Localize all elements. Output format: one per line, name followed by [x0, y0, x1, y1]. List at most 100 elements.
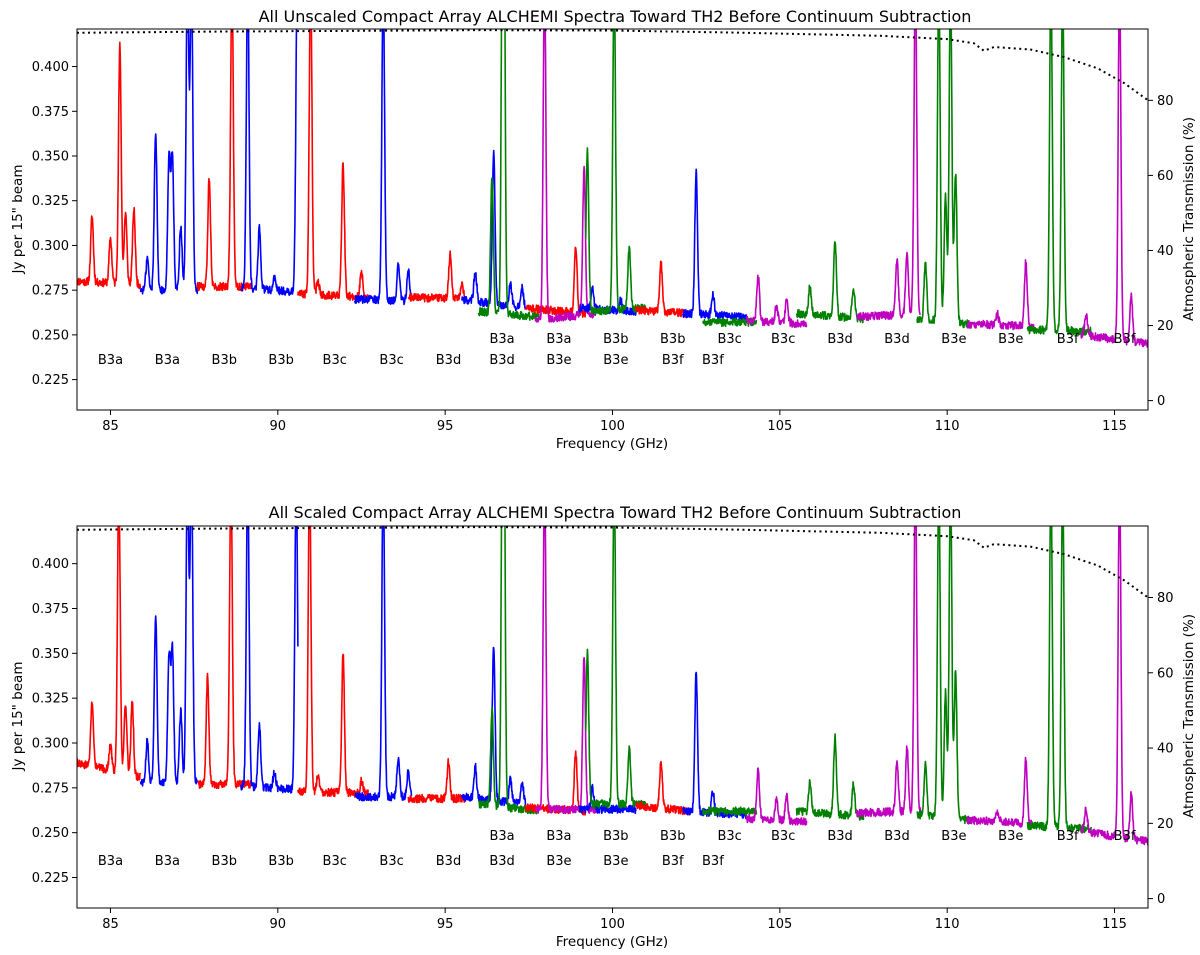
x-tick-label: 110 [935, 419, 960, 434]
spectrum-segment-green [477, 526, 540, 815]
setup-label-lower: B3e [546, 353, 571, 368]
spectrum-segment-red [297, 526, 369, 798]
spectrum-segment-magenta [856, 29, 922, 322]
spectrum-segment-red [524, 246, 587, 319]
setup-label-lower: B3d [436, 854, 461, 869]
x-axis-label: Frequency (GHz) [556, 436, 668, 452]
y-tick-label: 0.250 [32, 328, 69, 343]
setup-label-lower: B3a [155, 854, 180, 869]
spectrum-segment-red [524, 750, 587, 816]
spectrum-segment-green [584, 29, 647, 316]
spectrum-segment-blue [461, 149, 527, 312]
setup-label-upper: B3b [660, 829, 685, 844]
plot-area [77, 526, 1148, 846]
setup-label-upper: B3e [941, 332, 966, 347]
setup-label-upper: B3b [603, 332, 628, 347]
y-tick-label: 0.275 [32, 781, 69, 796]
y-tick-label: 0.325 [32, 692, 69, 707]
x-tick-label: 90 [270, 419, 287, 434]
spectrum-segment-red [297, 29, 369, 302]
y-right-tick-label: 0 [1157, 394, 1165, 409]
y-tick-label: 0.275 [32, 284, 69, 299]
setup-label-upper: B3a [546, 332, 571, 347]
spectrum-segment-green [916, 526, 972, 825]
setup-label-lower: B3f [662, 353, 684, 368]
spectrum-segment-blue [240, 29, 298, 297]
y-right-tick-label: 20 [1157, 817, 1174, 832]
setup-label-lower: B3e [546, 854, 571, 869]
spectrum-segment-red [635, 260, 691, 318]
spectrum-segment-blue [240, 526, 299, 794]
setup-label-lower: B3c [379, 854, 403, 869]
chart-title: All Scaled Compact Array ALCHEMI Spectra… [269, 503, 962, 522]
chart-title: All Unscaled Compact Array ALCHEMI Spect… [259, 7, 972, 26]
x-tick-label: 115 [1102, 419, 1127, 434]
spectrum-segment-blue [461, 646, 527, 807]
setup-label-upper: B3d [827, 332, 852, 347]
spectrum-segment-red [196, 29, 252, 292]
setup-label-upper: B3f [1057, 829, 1079, 844]
setup-label-upper: B3e [998, 829, 1023, 844]
spectrum-segment-magenta [1080, 29, 1148, 348]
x-tick-label: 105 [767, 419, 792, 434]
setup-label-lower: B3d [489, 854, 514, 869]
spectrum-segment-blue [682, 168, 748, 322]
y-axis-label-right: Atmospheric Transmission (%) [1181, 117, 1197, 321]
spectrum-segment-blue [139, 526, 199, 787]
x-tick-label: 100 [600, 917, 625, 932]
spectrum-segment-red [635, 760, 690, 816]
spectrum-segment-green [916, 29, 972, 329]
setup-label-lower: B3a [98, 854, 123, 869]
setup-label-upper: B3f [1114, 332, 1136, 347]
spectrum-segment-green [795, 241, 865, 324]
setup-label-lower: B3d [489, 353, 514, 368]
y-right-tick-label: 0 [1157, 892, 1165, 907]
spectrum-segment-blue [354, 526, 413, 802]
setup-label-upper: B3d [884, 332, 909, 347]
x-tick-label: 110 [935, 917, 960, 932]
x-tick-label: 85 [102, 917, 119, 932]
spectrum-segment-magenta [745, 274, 808, 329]
y-axis-label: Jy per 15" beam [10, 165, 26, 275]
setup-label-upper: B3f [1057, 332, 1079, 347]
spectrum-segment-magenta [856, 526, 922, 818]
spectrum-segment-green [702, 806, 758, 817]
setup-label-lower: B3c [323, 854, 347, 869]
setup-label-upper: B3e [941, 829, 966, 844]
setup-label-lower: B3b [268, 854, 293, 869]
spectrum-segment-green [477, 29, 540, 322]
y-tick-label: 0.225 [32, 373, 69, 388]
setup-label-upper: B3c [771, 332, 795, 347]
setup-label-lower: B3e [603, 854, 628, 869]
spectrum-segment-red [77, 41, 142, 290]
x-tick-label: 85 [102, 419, 119, 434]
y-axis-label: Jy per 15" beam [10, 662, 26, 772]
y-right-tick-label: 80 [1157, 94, 1174, 109]
setup-label-lower: B3c [323, 353, 347, 368]
setup-label-lower: B3b [212, 854, 237, 869]
y-tick-label: 0.350 [32, 150, 69, 165]
setup-label-upper: B3f [1114, 829, 1136, 844]
setup-label-lower: B3d [436, 353, 461, 368]
setup-label-upper: B3a [489, 332, 514, 347]
x-axis-label: Frequency (GHz) [556, 934, 668, 950]
setup-label-upper: B3a [546, 829, 571, 844]
spectrum-segment-magenta [745, 767, 808, 826]
spectrum-segment-blue [578, 783, 637, 815]
setup-label-lower: B3f [662, 854, 684, 869]
x-tick-label: 95 [437, 419, 454, 434]
y-tick-label: 0.375 [32, 602, 69, 617]
setup-label-upper: B3c [717, 829, 741, 844]
y-right-tick-label: 40 [1157, 244, 1174, 259]
setup-label-upper: B3d [884, 829, 909, 844]
y-right-tick-label: 20 [1157, 319, 1174, 334]
unscaled-spectra-panel: All Unscaled Compact Array ALCHEMI Spect… [10, 7, 1197, 452]
setup-label-lower: B3f [702, 854, 724, 869]
setup-label-upper: B3a [489, 829, 514, 844]
x-tick-label: 100 [600, 419, 625, 434]
spectrum-segment-magenta [966, 756, 1035, 829]
spectrum-segment-magenta [534, 29, 597, 323]
setup-label-lower: B3e [603, 353, 628, 368]
spectrum-segment-magenta [966, 259, 1035, 331]
